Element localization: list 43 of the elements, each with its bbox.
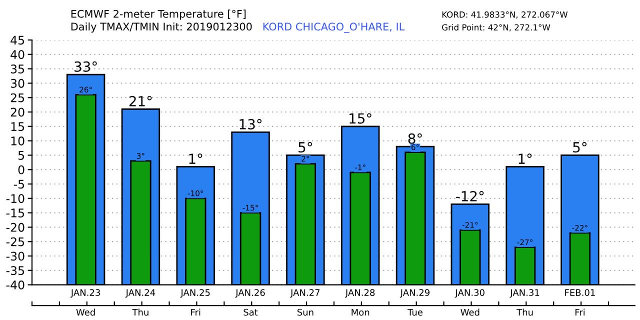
data-label: 13°: [240, 118, 262, 130]
text: KORD: 41.9833°N, 272.067°W: [442, 11, 568, 19]
y-tick-label: -10: [6, 194, 24, 204]
y-tick-label: 25: [10, 93, 24, 102]
data-label: 1°: [518, 154, 532, 164]
y-tick-label: -20: [6, 222, 24, 232]
y-tick-label: -5: [14, 180, 24, 189]
y-tick-label: 0: [18, 165, 24, 174]
data-label: 21°: [129, 96, 152, 106]
text: KORD CHICAGO_O'HARE, IL: [263, 22, 405, 33]
data-label: -12°: [456, 190, 484, 202]
category-label: JAN.27 Sun: [290, 289, 320, 316]
category-label: JAN.30 Wed: [454, 289, 484, 316]
data-label: 15°: [350, 113, 372, 124]
y-tick-label: -15: [6, 208, 24, 218]
y-tick-label: -25: [6, 237, 24, 246]
category-label: FEB.01 Fri: [565, 289, 595, 316]
y-tick-label: -40: [6, 280, 24, 290]
chart-title: ECMWF 2-meter Temperature [°F]: [71, 10, 246, 20]
category-label: JAN.26 Sat: [235, 289, 265, 316]
category-label: JAN.25 Fri: [180, 289, 210, 316]
y-tick-label: 35: [10, 64, 24, 74]
category-label: JAN.28 Mon: [344, 289, 375, 316]
y-tick-label: 40: [10, 50, 24, 60]
y-tick-label: 30: [10, 78, 24, 88]
category-label: JAN.29 Tue: [400, 289, 430, 316]
y-tick-label: -35: [6, 266, 24, 276]
y-tick-label: 20: [10, 108, 24, 117]
data-label: 8°: [408, 133, 422, 144]
data-label: 5°: [573, 142, 587, 153]
category-label: JAN.23 Wed: [70, 289, 100, 316]
y-tick-label: -30: [6, 252, 24, 261]
y-tick-label: 5: [18, 151, 24, 160]
data-label: 5°: [298, 142, 312, 153]
y-tick-label: 10: [11, 136, 24, 146]
text: Grid Point: 42°N, 272.1°W: [442, 24, 550, 32]
data-label: 1°: [189, 154, 202, 164]
data-label: 33°: [74, 61, 97, 72]
category-label: JAN.31 Thu: [510, 289, 540, 316]
category-label: JAN.24 Thu: [125, 289, 156, 316]
chart-subtitle: Daily TMAX/TMIN Init: 2019012300: [71, 22, 252, 33]
y-tick-label: 45: [10, 36, 24, 45]
y-tick-label: 15: [11, 122, 24, 132]
